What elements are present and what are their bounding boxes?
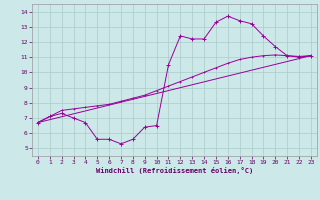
- X-axis label: Windchill (Refroidissement éolien,°C): Windchill (Refroidissement éolien,°C): [96, 167, 253, 174]
